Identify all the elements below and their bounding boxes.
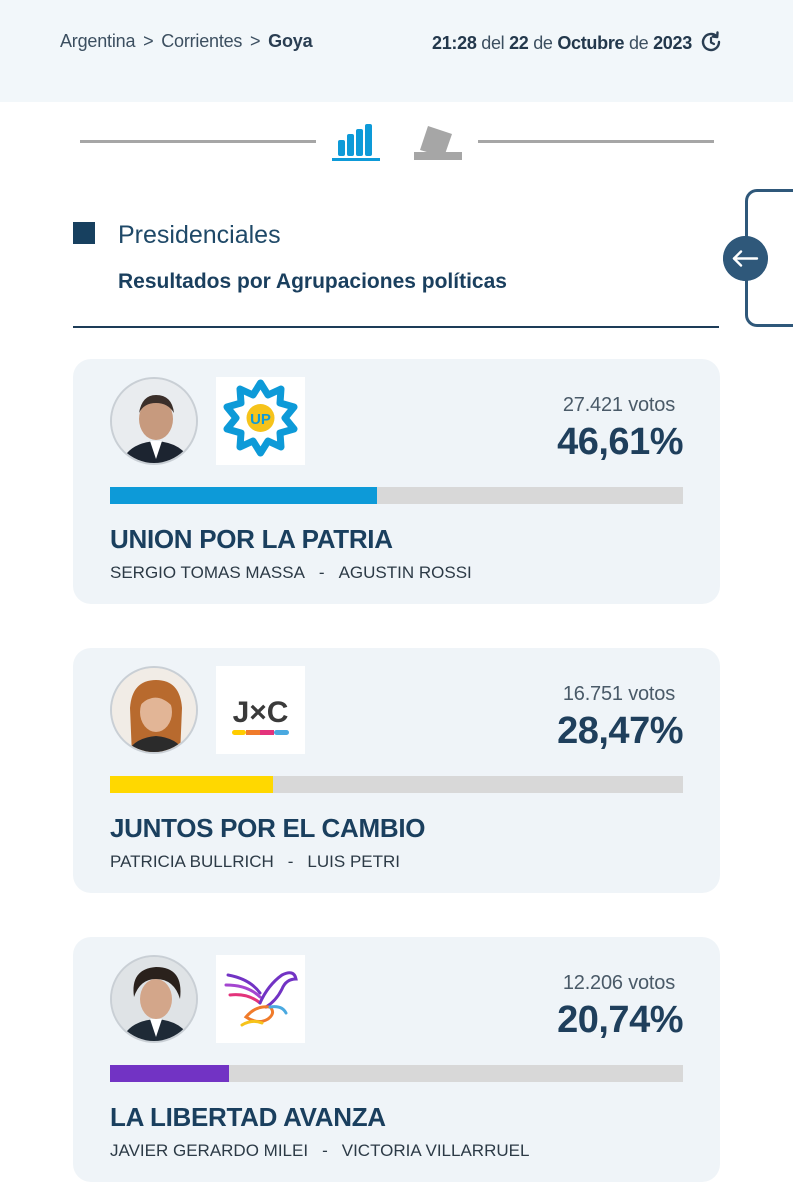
refresh-icon[interactable] xyxy=(699,30,723,54)
result-card[interactable]: 12.206 votos 20,74% LA LIBERTAD AVANZA J… xyxy=(73,937,720,1182)
ballot-box-icon[interactable] xyxy=(410,122,466,162)
breadcrumb-province[interactable]: Corrientes xyxy=(161,31,243,51)
vote-bar xyxy=(110,1065,683,1082)
section-marker xyxy=(73,222,95,244)
vice-candidate: LUIS PETRI xyxy=(307,852,401,871)
party-name: UNION POR LA PATRIA xyxy=(110,524,393,554)
section-title: Presidenciales xyxy=(118,221,281,249)
tabs-divider-left xyxy=(80,140,316,143)
breadcrumb-country[interactable]: Argentina xyxy=(60,31,136,51)
view-tabs xyxy=(0,112,793,170)
party-logo: UP xyxy=(216,377,305,465)
breadcrumb-separator: > xyxy=(250,31,261,51)
vote-count: 16.751 votos xyxy=(562,683,675,705)
update-year: 2023 xyxy=(653,33,692,53)
formula-separator: - xyxy=(287,852,294,871)
vice-candidate: VICTORIA VILLARRUEL xyxy=(341,1141,530,1160)
juntos-logo-icon: J×C xyxy=(232,696,289,735)
bar-chart-icon[interactable] xyxy=(330,120,382,162)
tabs-divider-right xyxy=(478,140,714,143)
date-connector: del xyxy=(481,33,505,53)
vote-count: 12.206 votos xyxy=(562,972,675,994)
breadcrumb-separator: > xyxy=(143,31,154,51)
last-update-datetime: 21:28 del 22 de Octubre de 2023 xyxy=(432,33,692,54)
vote-bar xyxy=(110,776,683,793)
president-candidate: SERGIO TOMAS MASSA xyxy=(110,563,305,582)
vote-bar-fill xyxy=(110,1065,229,1082)
formula-separator: - xyxy=(322,1141,328,1160)
vote-count: 27.421 votos xyxy=(562,394,675,416)
juntos-logo-text: J×C xyxy=(233,696,289,729)
candidates-formula: PATRICIA BULLRICH - LUIS PETRI xyxy=(110,852,400,872)
lion-eagle-logo-icon xyxy=(224,971,298,1027)
candidate-avatar xyxy=(110,955,198,1043)
date-connector: de xyxy=(533,33,553,53)
section-divider xyxy=(73,326,719,328)
vote-percentage: 20,74% xyxy=(557,999,683,1041)
arrow-left-icon[interactable] xyxy=(723,236,768,281)
vote-bar-fill xyxy=(110,776,273,793)
result-card[interactable]: UP 27.421 votos 46,61% UNION POR LA PATR… xyxy=(73,359,720,604)
party-logo xyxy=(216,955,305,1043)
union-logo-text: UP xyxy=(250,411,271,428)
result-card[interactable]: J×C 16.751 votos 28,47% JUNTOS POR EL CA… xyxy=(73,648,720,893)
formula-separator: - xyxy=(318,563,325,582)
update-time: 21:28 xyxy=(432,33,477,53)
candidates-formula: SERGIO TOMAS MASSA - AGUSTIN ROSSI xyxy=(110,563,472,583)
candidates-formula: JAVIER GERARDO MILEI - VICTORIA VILLARRUEL xyxy=(110,1141,529,1161)
party-name: LA LIBERTAD AVANZA xyxy=(110,1102,386,1132)
party-name: JUNTOS POR EL CAMBIO xyxy=(110,813,426,843)
breadcrumb-city: Goya xyxy=(268,31,313,51)
date-connector: de xyxy=(628,33,649,53)
candidate-avatar xyxy=(110,377,198,465)
update-day: 22 xyxy=(509,33,529,53)
candidate-photo-icon xyxy=(112,379,196,463)
section-subtitle: Resultados por Agrupaciones políticas xyxy=(118,270,507,293)
president-candidate: JAVIER GERARDO MILEI xyxy=(110,1141,309,1160)
vote-bar-fill xyxy=(110,487,377,504)
party-logo: J×C xyxy=(216,666,305,754)
update-month: Octubre xyxy=(557,33,625,53)
candidate-avatar xyxy=(110,666,198,754)
union-logo-icon: UP xyxy=(223,379,298,457)
breadcrumb: Argentina > Corrientes > Goya xyxy=(60,31,313,52)
candidate-photo-icon xyxy=(112,668,196,752)
vice-candidate: AGUSTIN ROSSI xyxy=(338,563,472,582)
vote-percentage: 28,47% xyxy=(557,710,683,752)
top-bar: Argentina > Corrientes > Goya 21:28 del … xyxy=(0,0,793,102)
vote-percentage: 46,61% xyxy=(557,421,683,463)
president-candidate: PATRICIA BULLRICH xyxy=(110,852,274,871)
vote-bar xyxy=(110,487,683,504)
candidate-photo-icon xyxy=(112,957,196,1041)
